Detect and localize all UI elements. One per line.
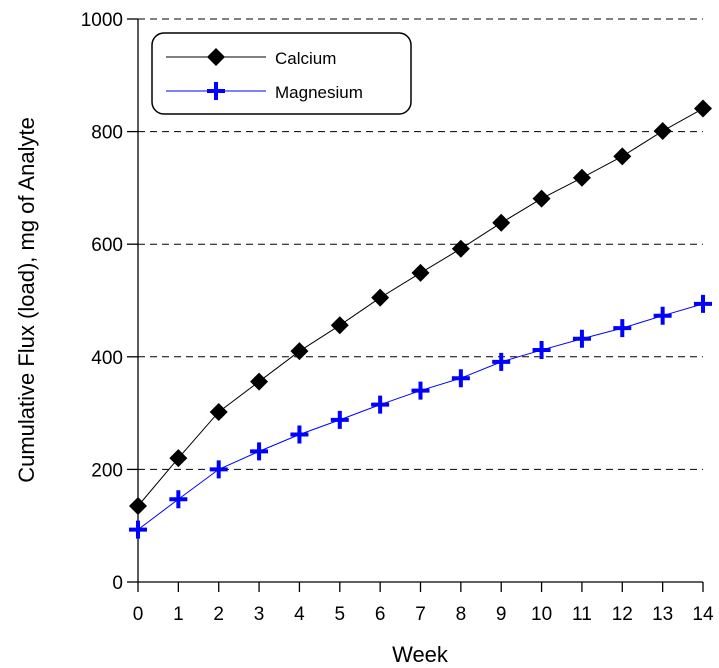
- x-tick-label: 3: [254, 604, 265, 625]
- x-tick-label: 11: [572, 604, 592, 625]
- series-line-calcium: [137, 108, 704, 507]
- x-tick-label: 8: [456, 604, 467, 625]
- data-point-magnesium: [411, 381, 430, 400]
- y-tick-label: 0: [112, 573, 123, 594]
- legend-marker-magnesium: [207, 82, 225, 100]
- data-point-calcium: [411, 263, 430, 282]
- y-tick-label: 200: [91, 460, 123, 481]
- x-tick-label: 6: [375, 604, 386, 625]
- x-tick-label: 14: [692, 604, 714, 625]
- data-point-calcium: [613, 147, 632, 166]
- data-point-calcium: [290, 342, 309, 361]
- grid-lines: [138, 18, 703, 470]
- data-point-calcium: [169, 449, 188, 468]
- data-point-magnesium: [572, 329, 591, 348]
- data-point-magnesium: [209, 460, 228, 479]
- x-tick-label: 10: [531, 604, 552, 625]
- x-tick-label: 5: [334, 604, 345, 625]
- data-point-calcium: [209, 402, 228, 421]
- x-tick-label: 13: [652, 604, 673, 625]
- y-tick-label: 800: [91, 123, 123, 144]
- data-point-magnesium: [532, 341, 551, 360]
- series-layer: [129, 99, 712, 539]
- data-point-magnesium: [613, 319, 632, 338]
- data-point-magnesium: [492, 352, 511, 371]
- x-tick-label: 2: [213, 604, 224, 625]
- y-ticks: 0 200 400 600 800 1000: [81, 10, 138, 594]
- data-point-magnesium: [371, 395, 390, 414]
- data-point-magnesium: [250, 442, 269, 461]
- legend-label-calcium: Calcium: [275, 49, 336, 68]
- data-point-calcium: [371, 288, 390, 307]
- y-tick-label: 600: [91, 235, 123, 256]
- legend-label-magnesium: Magnesium: [275, 83, 363, 102]
- series-calcium: [129, 99, 712, 515]
- series-magnesium: [129, 294, 712, 539]
- data-point-magnesium: [694, 294, 712, 313]
- x-axis-label: Week: [392, 642, 449, 667]
- x-tick-label: 0: [133, 604, 144, 625]
- data-point-calcium: [532, 189, 551, 208]
- y-axis-label: Cumulative Flux (load), mg of Analyte: [14, 117, 39, 483]
- x-tick-label: 7: [415, 604, 426, 625]
- data-point-magnesium: [290, 425, 309, 444]
- data-point-magnesium: [451, 369, 470, 388]
- x-tick-label: 4: [294, 604, 305, 625]
- legend-marker-calcium: [207, 48, 225, 66]
- data-point-magnesium: [653, 306, 672, 325]
- y-tick-label: 400: [91, 348, 123, 369]
- x-ticks: 0 1 2 3 4 5 6 7 8 9 10 11 12 13 14: [133, 582, 714, 625]
- data-point-magnesium: [169, 490, 188, 509]
- data-point-calcium: [250, 372, 269, 391]
- x-tick-label: 12: [612, 604, 633, 625]
- data-point-calcium: [694, 99, 712, 118]
- data-point-calcium: [653, 122, 672, 141]
- legend: Calcium Magnesium: [151, 32, 412, 115]
- x-tick-label: 1: [173, 604, 184, 625]
- data-point-calcium: [129, 496, 147, 515]
- data-point-calcium: [492, 213, 511, 232]
- data-point-magnesium: [330, 410, 349, 429]
- data-point-calcium: [330, 316, 349, 335]
- data-point-calcium: [572, 168, 591, 187]
- data-point-calcium: [451, 239, 470, 258]
- x-tick-label: 9: [496, 604, 507, 625]
- data-point-magnesium: [129, 520, 147, 539]
- y-tick-label: 1000: [81, 10, 123, 31]
